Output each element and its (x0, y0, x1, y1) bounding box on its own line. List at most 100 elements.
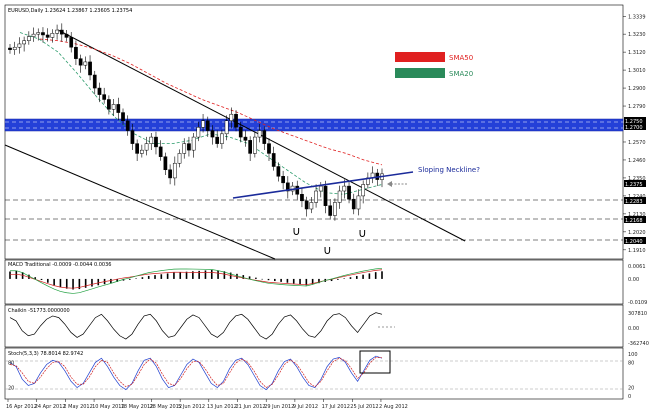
time-tick-label: 24 Apr 2012 (35, 404, 66, 410)
chaikin-pane[interactable] (4, 304, 624, 348)
chaikin-line (9, 312, 383, 340)
candle-body (111, 104, 116, 110)
macd-bar (40, 278, 43, 280)
support2-price-box (624, 216, 646, 223)
candle-body (229, 113, 234, 121)
candle-body (238, 127, 243, 138)
candle-body (337, 190, 342, 203)
legend-sma20-swatch (395, 68, 445, 78)
resistance-price-label: 1.2700 (625, 125, 643, 131)
macd-bar (28, 274, 30, 279)
macd-bar (15, 270, 18, 279)
macd-bar (72, 278, 74, 290)
macd-bar (330, 278, 333, 282)
candle-body (248, 140, 253, 154)
macd-bar (179, 272, 182, 279)
chaikin-tick-label: 0.00 (628, 326, 639, 332)
price-tick-label: 1.2350 (628, 176, 646, 182)
time-tick-label: 16 Apr 2012 (6, 404, 37, 410)
candle-body (22, 40, 26, 45)
stochastic-pane[interactable] (4, 347, 624, 400)
candle-body (107, 99, 111, 110)
candle-body (8, 47, 12, 50)
stoch-left-20: 20 (8, 386, 14, 392)
price-tick-label: 1.2460 (628, 158, 646, 164)
candle-body (323, 185, 328, 206)
macd-bar (362, 274, 364, 279)
macd-bar (198, 270, 200, 279)
time-tick-label: 28 May 2012 (149, 404, 182, 410)
candle-body (78, 58, 83, 66)
macd-bar (166, 273, 169, 279)
macd-bar (192, 271, 194, 279)
candle-body (318, 185, 323, 192)
candle-body (88, 61, 92, 76)
macd-bar (91, 278, 93, 287)
resistance-zone (4, 118, 624, 132)
price-tick-label: 1.2900 (628, 86, 646, 92)
legend-sma50-label: SMA50 (449, 54, 473, 62)
macd-bar (47, 278, 49, 283)
stoch-left-80: 80 (8, 360, 14, 366)
chaikin-axis: 307810 0.00 -362740 (628, 311, 649, 347)
time-tick-label: 9 Jul 2012 (293, 404, 318, 410)
macd-bar (299, 278, 301, 285)
macd-tick-label: -0.0109 (628, 300, 647, 306)
stoch-tick-label: 20 (628, 386, 634, 392)
macd-tick-label: 0.00 (628, 277, 639, 283)
candle-body (351, 198, 356, 210)
candle-body (144, 143, 149, 151)
current-price-box (624, 180, 646, 187)
candle-body (121, 112, 125, 121)
candle-body (309, 202, 314, 210)
macd-bar (135, 278, 137, 279)
macd-bar (9, 271, 11, 279)
macd-bar (355, 275, 358, 279)
candle-body (262, 130, 267, 144)
time-tick-label: 18 May 2012 (121, 404, 154, 410)
candlestick-series (8, 23, 384, 221)
candle-body (102, 94, 107, 100)
candle-body (97, 87, 102, 95)
main-price-pane[interactable] (4, 4, 624, 260)
candle-body (139, 149, 144, 154)
macd-bar (122, 278, 125, 281)
time-tick-label: 13 Jun 2012 (207, 404, 237, 410)
channel-lower-line (4, 144, 276, 260)
candle-body (285, 182, 290, 192)
macd-bar (84, 278, 87, 288)
candle-body (276, 166, 281, 177)
candle-body (295, 185, 300, 195)
macd-bar (381, 271, 383, 279)
macd-bar (97, 278, 100, 286)
candle-body (347, 185, 351, 200)
support3-price-label: 1.2040 (625, 239, 643, 245)
candle-body (243, 136, 248, 141)
candle-body (50, 33, 55, 38)
candle-body (83, 61, 88, 66)
macd-bar (223, 271, 226, 279)
macd-bar (343, 278, 345, 279)
candle-body (281, 176, 285, 184)
stoch-tick-label: 100 (628, 352, 638, 358)
macd-bar (185, 271, 188, 279)
macd-bar (318, 278, 320, 284)
stoch-highlight-box (359, 350, 391, 374)
price-tick-label: 1.3120 (628, 50, 646, 56)
candle-body (210, 130, 215, 138)
macd-bar (160, 274, 163, 279)
stoch-axis: 100 80 20 0 80 20 (8, 352, 638, 400)
candle-body (45, 34, 50, 38)
legend-sma50-swatch (395, 52, 445, 62)
macd-pane[interactable] (4, 259, 624, 305)
macd-bar (128, 278, 131, 280)
candle-body (26, 36, 31, 41)
candle-body (253, 136, 257, 154)
macd-bar (204, 270, 207, 279)
chaikin-tick-label: 307810 (628, 311, 647, 317)
price-tick-label: 1.3339 (628, 14, 646, 20)
right-shoulder-marker: ∪ (358, 226, 367, 240)
